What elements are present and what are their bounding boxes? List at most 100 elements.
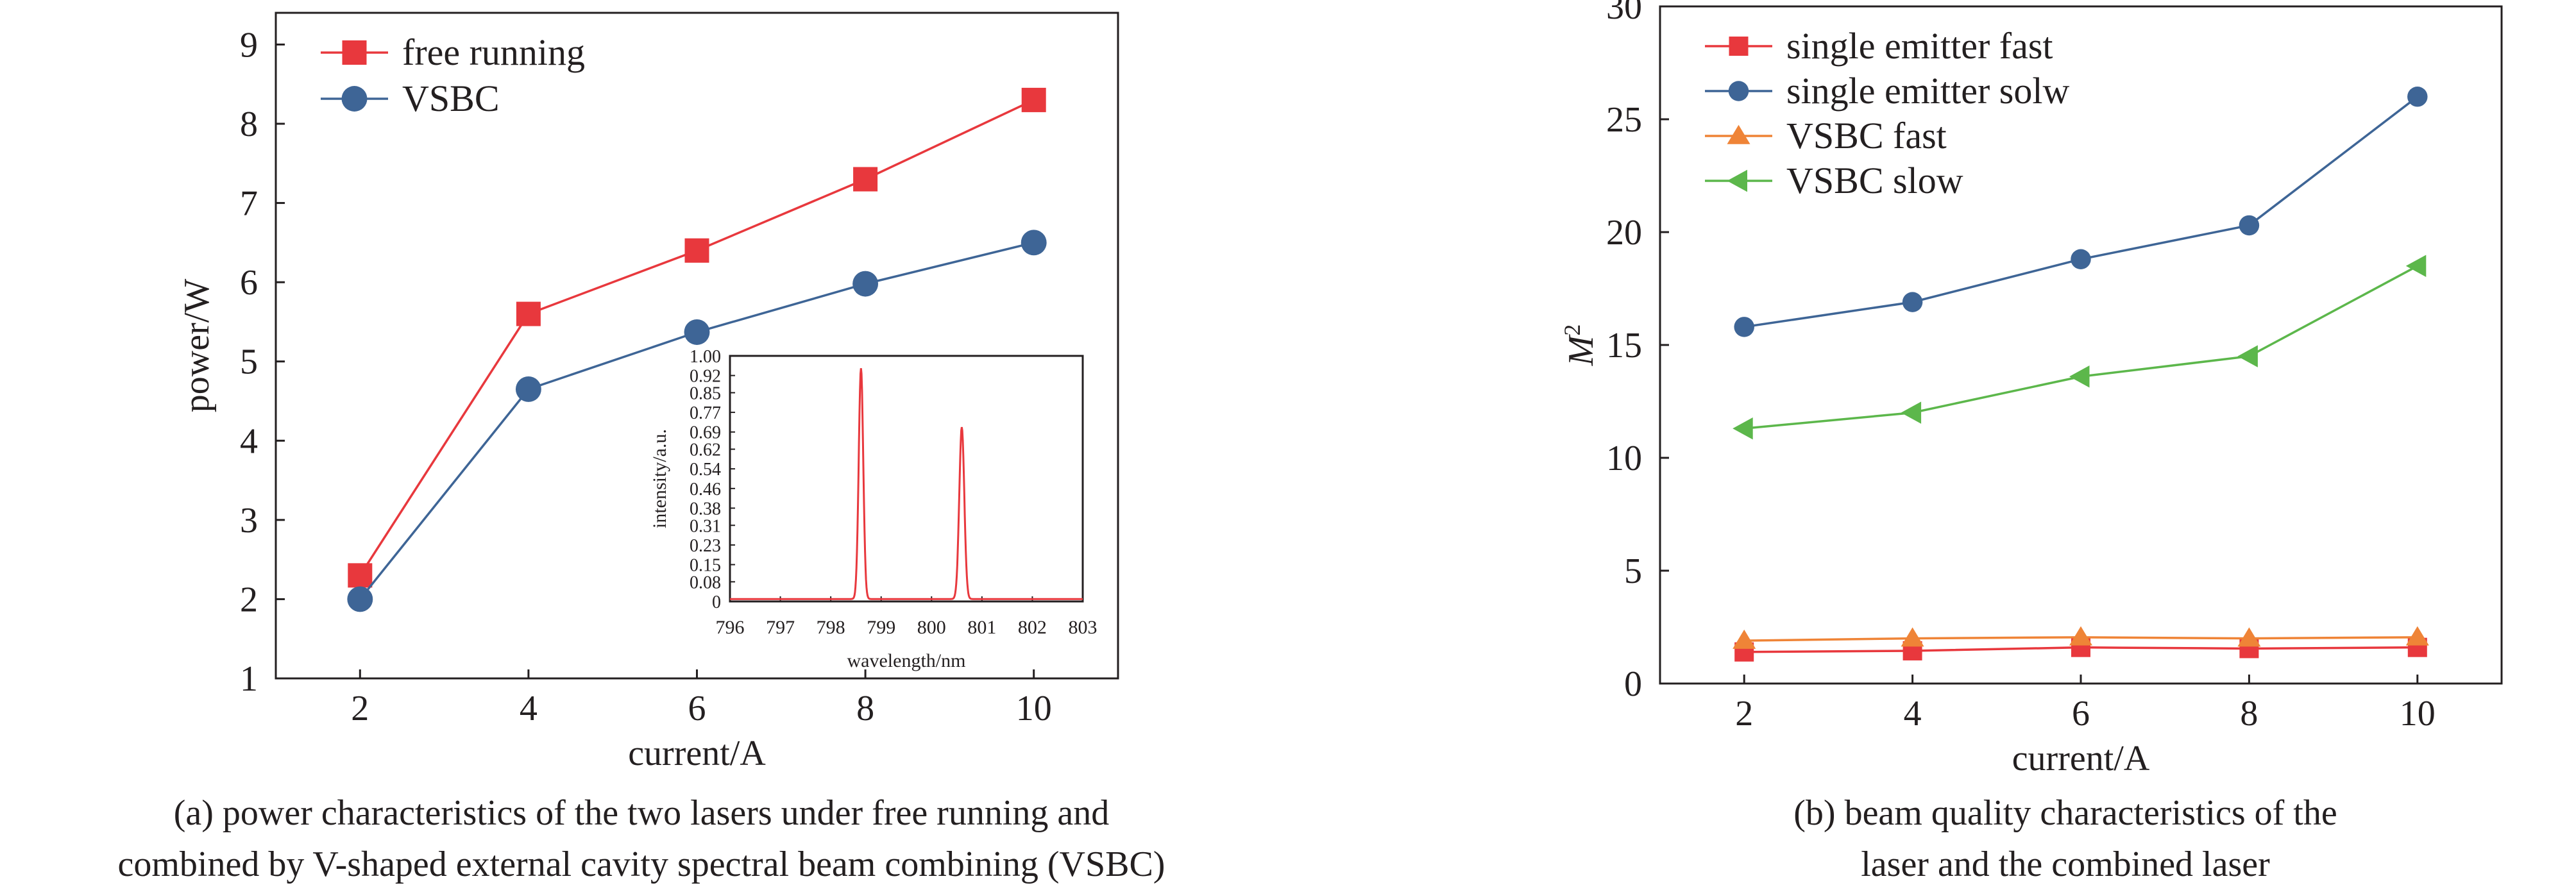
- x-tick-label: 2: [351, 689, 369, 728]
- legend-marker: [1728, 81, 1749, 101]
- data-point: [348, 563, 373, 588]
- legend-label: free running: [402, 31, 585, 73]
- legend-marker: [1727, 124, 1750, 144]
- inset-x-tick-label: 796: [716, 617, 745, 638]
- data-point: [2237, 345, 2258, 367]
- caption-a-line-2: combined by V-shaped external cavity spe…: [117, 844, 1165, 884]
- data-point: [2069, 365, 2090, 388]
- inset-y-tick-label: 0.23: [690, 536, 721, 556]
- inset-y-tick-label: 0.69: [690, 423, 721, 443]
- data-point: [1901, 627, 1924, 647]
- data-point: [1021, 87, 1046, 112]
- data-point: [2237, 627, 2261, 647]
- caption-a: (a) power characteristics of the two las…: [0, 787, 1283, 890]
- x-tick-label: 6: [688, 689, 706, 728]
- x-axis-label: current/A: [2012, 739, 2150, 778]
- inset-x-tick-label: 802: [1018, 617, 1047, 638]
- legend-label: VSBC slow: [1786, 160, 1963, 201]
- data-point: [515, 376, 541, 402]
- y-tick-label: 6: [240, 263, 258, 303]
- inset-x-axis-label: wavelength/nm: [847, 650, 966, 671]
- data-point: [1901, 401, 1922, 424]
- caption-b: (b) beam quality characteristics of the …: [1668, 787, 2463, 890]
- inset-y-axis-label: intensity/a.u.: [649, 429, 670, 528]
- y-tick-label: 15: [1606, 326, 1642, 365]
- inset-y-tick-label: 0.08: [690, 573, 721, 592]
- data-point: [1733, 629, 1756, 649]
- data-point: [2405, 626, 2429, 646]
- legend-marker: [341, 86, 368, 112]
- data-point: [2069, 626, 2092, 646]
- inset-y-tick-label: 0.62: [690, 441, 721, 460]
- x-tick-label: 8: [2240, 694, 2258, 734]
- inset-chart: 796 797 798 799 800 801 802 80300.080.150.230.3…: [649, 347, 1097, 671]
- x-tick-label: 4: [520, 689, 538, 728]
- series-single-emitter-solw: [1734, 87, 2428, 337]
- data-point: [1902, 292, 1923, 312]
- y-tick-label: 10: [1606, 439, 1642, 478]
- data-point: [2407, 87, 2428, 107]
- inset-spectrum-line: [730, 368, 1083, 600]
- legend-label: single emitter fast: [1786, 25, 2053, 67]
- data-point: [852, 271, 879, 297]
- series-vsbc-fast: [1733, 626, 2429, 649]
- inset-y-tick-label: 0.77: [690, 403, 721, 423]
- y-axis-label: M2: [1559, 324, 1601, 367]
- data-point: [684, 319, 710, 345]
- legend-marker: [1727, 169, 1747, 192]
- data-point: [853, 167, 878, 192]
- inset-y-tick-label: 0.85: [690, 383, 721, 403]
- y-tick-label: 2: [240, 580, 258, 619]
- inset-x-tick-label: 800: [917, 617, 946, 638]
- inset-y-tick-label: 0.15: [690, 556, 721, 576]
- data-point: [2405, 255, 2427, 278]
- legend-marker: [342, 40, 367, 65]
- inset-y-tick-label: 0: [712, 592, 721, 612]
- y-tick-label: 20: [1606, 213, 1642, 253]
- data-point: [1733, 417, 1753, 440]
- legend-label: VSBC: [402, 78, 500, 119]
- inset-x-tick-label: 803: [1069, 617, 1097, 638]
- y-tick-label: 1: [240, 659, 258, 699]
- y-tick-label: 25: [1606, 100, 1642, 140]
- inset-y-tick-label: 0.31: [690, 516, 721, 536]
- inset-y-tick-label: 0.46: [690, 480, 721, 500]
- caption-b-line-2: laser and the combined laser: [1861, 844, 2270, 884]
- data-point: [516, 301, 541, 326]
- data-point: [2239, 215, 2260, 236]
- y-tick-label: 3: [240, 501, 258, 541]
- series-line: [1744, 265, 2418, 430]
- y-tick-label: 5: [240, 342, 258, 382]
- y-tick-label: 30: [1606, 0, 1642, 27]
- inset-x-tick-label: 799: [867, 617, 895, 638]
- inset-y-tick-label: 0.38: [690, 499, 721, 519]
- series-vsbc: [347, 230, 1047, 612]
- x-tick-label: 6: [2072, 694, 2090, 734]
- x-tick-label: 10: [1016, 689, 1052, 728]
- data-point: [1734, 317, 1754, 337]
- legend: free running VSBC: [321, 31, 585, 119]
- x-tick-label: 8: [856, 689, 874, 728]
- y-tick-label: 9: [240, 25, 258, 65]
- x-tick-label: 10: [2400, 694, 2436, 734]
- y-tick-label: 4: [240, 421, 258, 461]
- chart-1: 2 4 6 8 10 0 5 10 15 20 25 30 current/A M2 single emit…: [1559, 0, 2503, 778]
- caption-a-line-1: (a) power characteristics of the two las…: [173, 793, 1110, 833]
- x-tick-label: 2: [1735, 694, 1753, 734]
- x-axis-label: current/A: [628, 734, 766, 773]
- legend-marker: [1729, 37, 1749, 56]
- y-tick-label: 5: [1624, 551, 1642, 591]
- data-point: [347, 586, 373, 612]
- caption-b-line-1: (b) beam quality characteristics of the: [1793, 793, 2337, 833]
- inset-x-tick-label: 801: [967, 617, 996, 638]
- inset-frame: [729, 355, 1084, 603]
- data-point: [684, 238, 709, 263]
- y-tick-label: 0: [1624, 664, 1642, 704]
- legend-label: VSBC fast: [1786, 115, 1947, 156]
- series-free-running: [348, 87, 1046, 588]
- legend-label: single emitter solw: [1786, 70, 2069, 112]
- inset-y-tick-label: 1.00: [690, 347, 721, 367]
- series-vsbc-slow: [1733, 255, 2427, 440]
